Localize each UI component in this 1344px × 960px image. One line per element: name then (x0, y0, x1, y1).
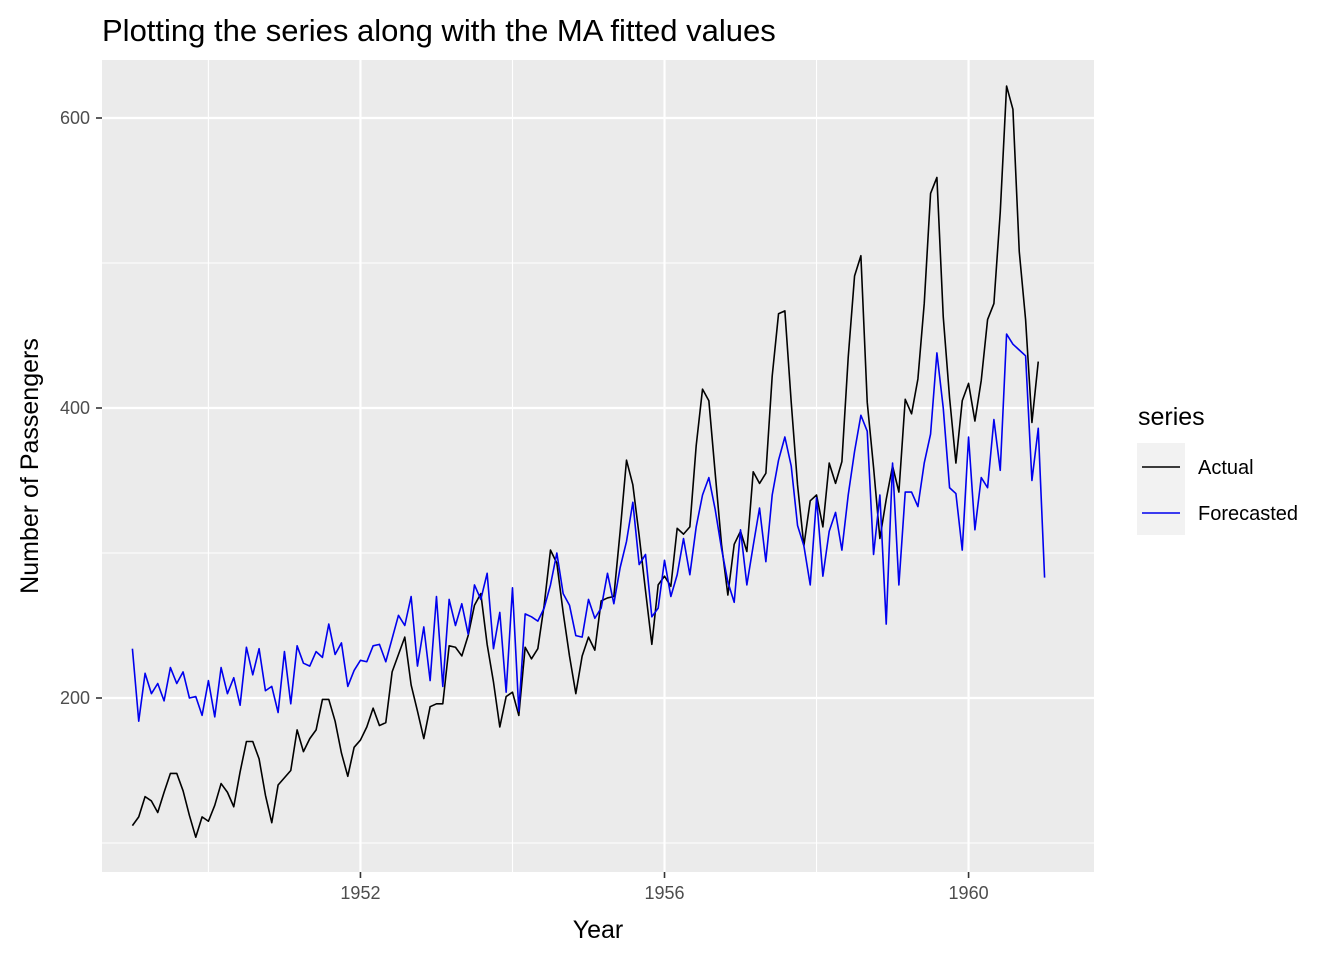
x-tick-label: 1960 (949, 883, 989, 903)
x-axis-title: Year (573, 916, 624, 944)
y-axis-title: Number of Passengers (16, 338, 44, 594)
plot-panel (102, 60, 1094, 872)
legend-items: Actual Forecasted (1142, 457, 1298, 525)
x-tick-label: 1952 (340, 883, 380, 903)
axis-ticks: 200 400 600 1952 1956 1960 (60, 108, 989, 903)
series-layer (131, 85, 1046, 839)
legend-label-forecasted: Forecasted (1198, 503, 1298, 525)
series-line-forecasted (131, 333, 1046, 723)
legend-keys-background (1137, 443, 1185, 535)
legend-label-actual: Actual (1198, 457, 1254, 479)
legend-title: series (1138, 403, 1205, 431)
series-line-actual (131, 85, 1040, 839)
chart-title: Plotting the series along with the MA fi… (102, 13, 776, 48)
y-tick-label: 400 (60, 398, 90, 418)
y-tick-label: 600 (60, 108, 90, 128)
legend: series Actual Forecasted (1137, 403, 1298, 535)
grid-lines (102, 60, 1094, 872)
y-tick-label: 200 (60, 688, 90, 708)
x-tick-label: 1956 (644, 883, 684, 903)
